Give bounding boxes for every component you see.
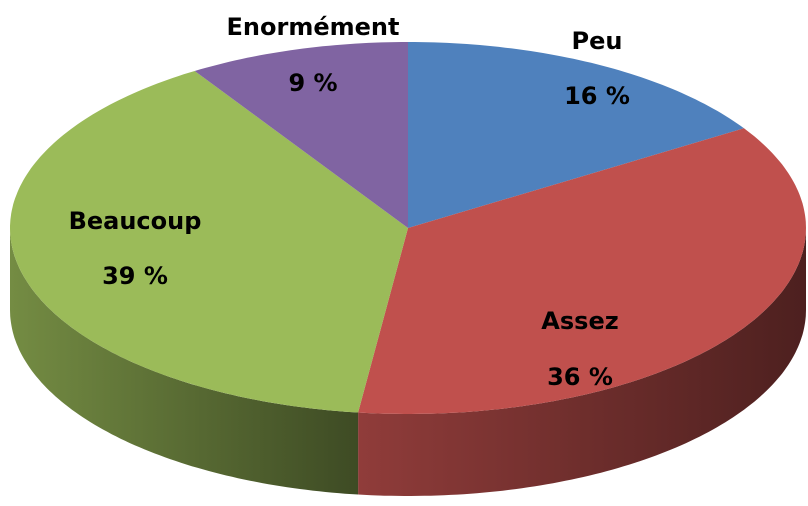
slice-value-label: 16 %: [564, 82, 630, 110]
slice: [10, 71, 408, 413]
slice-name: Peu: [572, 27, 623, 55]
slice-value-label: 36 %: [547, 363, 613, 391]
slice: [194, 42, 408, 228]
slice-value-label: 39 %: [102, 262, 168, 290]
pie-labels: Peu 16 % Assez 36 % Beaucoup 39 % Enormément 9 …: [69, 13, 630, 391]
slice-name: Assez: [541, 307, 618, 335]
slice: [408, 42, 744, 228]
slice-side: [10, 228, 359, 495]
slice-name: Enormément: [227, 13, 400, 41]
slice-side: [358, 228, 806, 496]
slice-value-label: 9 %: [288, 69, 337, 97]
pie-sides: [10, 228, 806, 496]
slice-name: Beaucoup: [69, 207, 202, 235]
slice: [358, 128, 806, 415]
pie-tops: [10, 42, 806, 415]
